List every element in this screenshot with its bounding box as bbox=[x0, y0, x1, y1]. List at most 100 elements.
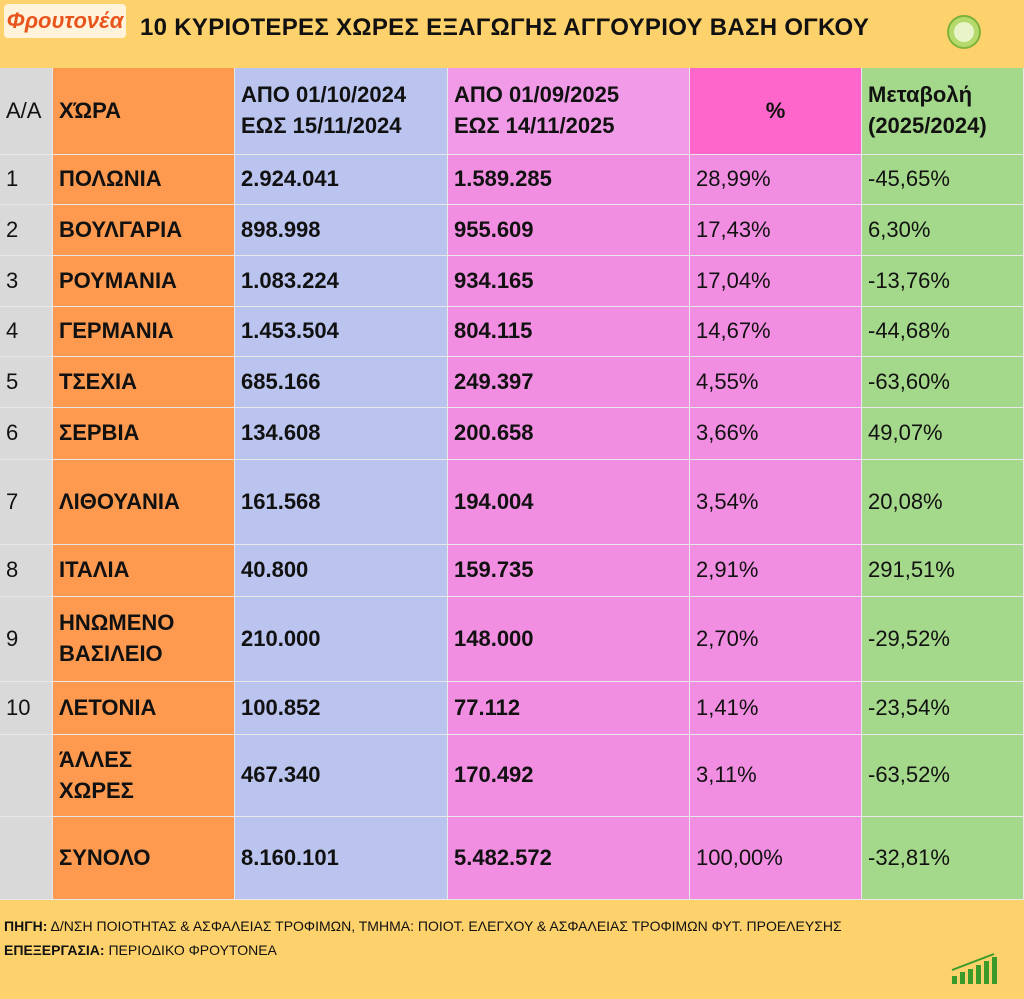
cell-share: 3,54% bbox=[690, 460, 862, 545]
cell-v2024: 898.998 bbox=[235, 205, 448, 256]
cell-v2025: 955.609 bbox=[448, 205, 690, 256]
column-header: ΑΠΟ 01/10/2024 ΕΩΣ 15/11/2024 bbox=[235, 68, 448, 155]
cell-change: -44,68% bbox=[862, 307, 1024, 357]
cell-v2025: 200.658 bbox=[448, 408, 690, 460]
column-header: ΑΠΟ 01/09/2025 ΕΩΣ 14/11/2025 bbox=[448, 68, 690, 155]
column-header: ΧΏΡΑ bbox=[53, 68, 235, 155]
cell-change: -29,52% bbox=[862, 597, 1024, 682]
cell-v2025: 77.112 bbox=[448, 682, 690, 735]
cell-v2024: 8.160.101 bbox=[235, 817, 448, 900]
cell-v2024: 685.166 bbox=[235, 357, 448, 408]
cell-share: 28,99% bbox=[690, 155, 862, 205]
country-line: ΛΙΘΟΥΑΝΙΑ bbox=[59, 488, 180, 514]
header-line: Α/Α bbox=[6, 97, 42, 123]
cell-v2024: 2.924.041 bbox=[235, 155, 448, 205]
source-label: ΠΗΓΗ: bbox=[4, 918, 48, 934]
cell-v2025: 159.735 bbox=[448, 545, 690, 597]
cell-country: ΣΕΡΒΙΑ bbox=[53, 408, 235, 460]
cell-v2025: 934.165 bbox=[448, 256, 690, 307]
cell-change: 49,07% bbox=[862, 408, 1024, 460]
cell-change: 291,51% bbox=[862, 545, 1024, 597]
cell-v2025: 1.589.285 bbox=[448, 155, 690, 205]
country-line: ΒΑΣΙΛΕΙΟ bbox=[59, 641, 163, 666]
country-line: ΛΕΤΟΝΙΑ bbox=[59, 694, 157, 720]
cell-country: ΒΟΥΛΓΑΡΙΑ bbox=[53, 205, 235, 256]
cell-v2025: 5.482.572 bbox=[448, 817, 690, 900]
header-line: (2025/2024) bbox=[868, 113, 987, 138]
cell-country: ΤΣΕΧΙΑ bbox=[53, 357, 235, 408]
country-line: ΣΥΝΟΛΟ bbox=[59, 844, 151, 870]
cell-rank bbox=[0, 735, 53, 817]
cell-v2025: 249.397 bbox=[448, 357, 690, 408]
cell-v2024: 467.340 bbox=[235, 735, 448, 817]
cell-share: 2,91% bbox=[690, 545, 862, 597]
cell-rank: 6 bbox=[0, 408, 53, 460]
cell-country: ΙΤΑΛΙΑ bbox=[53, 545, 235, 597]
cell-change: 20,08% bbox=[862, 460, 1024, 545]
country-line: ΗΝΩΜΕΝΟ bbox=[59, 610, 175, 636]
cell-share: 4,55% bbox=[690, 357, 862, 408]
cell-change: -23,54% bbox=[862, 682, 1024, 735]
growth-icon bbox=[951, 953, 997, 984]
processing-label: ΕΠΕΞΕΡΓΑΣΙΑ: bbox=[4, 942, 105, 958]
cell-country: ΛΕΤΟΝΙΑ bbox=[53, 682, 235, 735]
logo: Φρουτονέα bbox=[4, 4, 126, 38]
cell-rank: 4 bbox=[0, 307, 53, 357]
header-line: ΑΠΟ 01/09/2025 bbox=[454, 82, 620, 108]
cell-share: 2,70% bbox=[690, 597, 862, 682]
cell-share: 3,66% bbox=[690, 408, 862, 460]
cell-country: ΓΕΡΜΑΝΙΑ bbox=[53, 307, 235, 357]
cell-share: 17,04% bbox=[690, 256, 862, 307]
cell-country: ΛΙΘΟΥΑΝΙΑ bbox=[53, 460, 235, 545]
cell-v2024: 100.852 bbox=[235, 682, 448, 735]
cell-rank: 5 bbox=[0, 357, 53, 408]
header-line: ΕΩΣ 14/11/2025 bbox=[454, 113, 615, 138]
country-line: ΤΣΕΧΙΑ bbox=[59, 368, 137, 394]
processing-line: ΕΠΕΞΕΡΓΑΣΙΑ: ΠΕΡΙΟΔΙΚΟ ΦΡΟΥΤΟΝΕΑ bbox=[4, 942, 277, 958]
cell-country: ΆΛΛΕΣ ΧΩΡΕΣ bbox=[53, 735, 235, 817]
cell-share: 17,43% bbox=[690, 205, 862, 256]
cell-v2025: 194.004 bbox=[448, 460, 690, 545]
cell-rank: 9 bbox=[0, 597, 53, 682]
column-header: Μεταβολή (2025/2024) bbox=[862, 68, 1024, 155]
cell-rank: 10 bbox=[0, 682, 53, 735]
country-line: ΠΟΛΩΝΙΑ bbox=[59, 166, 162, 192]
country-line: ΧΩΡΕΣ bbox=[59, 777, 134, 803]
country-line: ΙΤΑΛΙΑ bbox=[59, 557, 130, 583]
cell-v2025: 170.492 bbox=[448, 735, 690, 817]
cell-change: -63,52% bbox=[862, 735, 1024, 817]
header-line: ΧΏΡΑ bbox=[59, 97, 122, 123]
cell-share: 100,00% bbox=[690, 817, 862, 900]
country-line: ΆΛΛΕΣ bbox=[59, 746, 133, 772]
cell-share: 14,67% bbox=[690, 307, 862, 357]
cell-rank: 2 bbox=[0, 205, 53, 256]
country-line: ΒΟΥΛΓΑΡΙΑ bbox=[59, 216, 183, 242]
cell-share: 1,41% bbox=[690, 682, 862, 735]
cell-change: -63,60% bbox=[862, 357, 1024, 408]
header-line: ΑΠΟ 01/10/2024 bbox=[241, 82, 407, 108]
cell-change: -45,65% bbox=[862, 155, 1024, 205]
cell-rank: 3 bbox=[0, 256, 53, 307]
cell-country: ΠΟΛΩΝΙΑ bbox=[53, 155, 235, 205]
country-line: ΣΕΡΒΙΑ bbox=[59, 420, 140, 446]
processing: ΠΕΡΙΟΔΙΚΟ ΦΡΟΥΤΟΝΕΑ bbox=[108, 942, 277, 958]
cell-v2024: 134.608 bbox=[235, 408, 448, 460]
cell-country: ΡΟΥΜΑΝΙΑ bbox=[53, 256, 235, 307]
source: Δ/ΝΣΗ ΠΟΙΟΤΗΤΑΣ & ΑΣΦΑΛΕΙΑΣ ΤΡΟΦΙΜΩΝ, ΤΜ… bbox=[50, 918, 842, 934]
cell-v2025: 804.115 bbox=[448, 307, 690, 357]
title: 10 ΚΥΡΙΟΤΕΡΕΣ ΧΩΡΕΣ ΕΞΑΓΩΓΗΣ ΑΓΓΟΥΡΙΟΥ Β… bbox=[140, 14, 870, 41]
country-line: ΡΟΥΜΑΝΙΑ bbox=[59, 267, 177, 293]
source-line: ΠΗΓΗ: Δ/ΝΣΗ ΠΟΙΟΤΗΤΑΣ & ΑΣΦΑΛΕΙΑΣ ΤΡΟΦΙΜ… bbox=[4, 918, 842, 934]
cell-rank: 7 bbox=[0, 460, 53, 545]
cell-share: 3,11% bbox=[690, 735, 862, 817]
cell-v2024: 161.568 bbox=[235, 460, 448, 545]
cell-v2025: 148.000 bbox=[448, 597, 690, 682]
cell-rank: 1 bbox=[0, 155, 53, 205]
column-header: % bbox=[690, 68, 862, 155]
cell-rank bbox=[0, 817, 53, 900]
header-line: ΕΩΣ 15/11/2024 bbox=[241, 113, 402, 138]
cell-rank: 8 bbox=[0, 545, 53, 597]
cell-country: ΣΥΝΟΛΟ bbox=[53, 817, 235, 900]
cell-v2024: 1.083.224 bbox=[235, 256, 448, 307]
